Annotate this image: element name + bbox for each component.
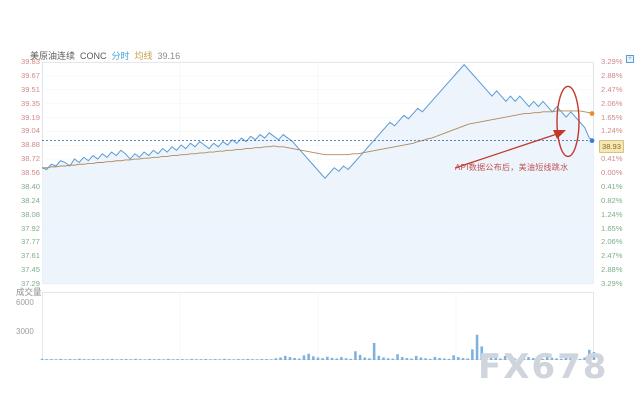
- right-axis: 3.29% 2.88% 2.47% 2.06% 1.65% 1.24% 0.82% 0.41%…: [598, 0, 640, 400]
- left-axis-tick: 37.92: [20, 223, 40, 233]
- instrument-name: 美原油连续: [30, 51, 76, 61]
- left-axis-tick: 37.29: [20, 279, 40, 288]
- left-axis: 39.83 39.67 39.51 39.35 39.19 39.04 38.88 38.72…: [0, 0, 40, 400]
- volume-axis-tick: 6000: [16, 297, 34, 307]
- right-axis-tick: 3.29%: [601, 279, 623, 288]
- left-axis-tick: 38.40: [20, 181, 40, 191]
- expand-icon[interactable]: +: [626, 55, 634, 63]
- left-axis-tick: 37.45: [20, 265, 40, 275]
- right-axis-tick: 3.29%: [601, 57, 623, 66]
- right-axis-tick: 0.41%: [601, 154, 623, 164]
- left-axis-tick: 38.72: [20, 154, 40, 164]
- mode-label[interactable]: 分时: [111, 51, 130, 61]
- right-axis-tick: 2.47%: [601, 84, 623, 94]
- left-axis-tick: 38.56: [20, 168, 40, 177]
- right-axis-tick: 1.65%: [601, 112, 623, 122]
- right-axis-tick: 2.47%: [601, 251, 623, 261]
- instrument-code: CONC: [80, 51, 107, 61]
- last-price: 39.16: [157, 51, 181, 61]
- right-axis-tick: 2.88%: [601, 70, 623, 80]
- right-axis-tick: 1.65%: [601, 223, 623, 233]
- right-axis-tick: 0.41%: [601, 181, 623, 191]
- right-axis-tick: 1.24%: [601, 126, 623, 136]
- watermark: FX678: [478, 347, 609, 387]
- left-axis-tick: 39.83: [20, 57, 40, 66]
- volume-title: 成交量: [16, 287, 42, 297]
- left-axis-tick: 37.77: [20, 237, 40, 247]
- left-axis-tick: 39.67: [20, 70, 40, 80]
- left-axis-tick: 39.51: [20, 84, 40, 94]
- right-axis-tick: 2.88%: [601, 265, 623, 275]
- left-axis-tick: 39.19: [20, 112, 40, 122]
- ma-label[interactable]: 均线: [134, 51, 153, 61]
- left-axis-tick: 38.88: [20, 140, 40, 150]
- left-axis-tick: 38.24: [20, 195, 40, 205]
- price-plot-area: [42, 62, 594, 284]
- right-axis-tick: 0.00%: [601, 168, 623, 177]
- event-annotation: API数据公布后，美油短线跳水: [455, 163, 569, 172]
- current-price-tag: 38.93: [599, 140, 625, 153]
- left-axis-tick: 37.61: [20, 251, 40, 261]
- right-axis-tick: 2.06%: [601, 98, 623, 108]
- left-axis-tick: 39.35: [20, 98, 40, 108]
- left-axis-tick: 38.08: [20, 209, 40, 219]
- right-axis-tick: 1.24%: [601, 209, 623, 219]
- left-axis-tick: 39.04: [20, 126, 40, 136]
- chart-header: 美原油连续 CONC 分时 均线 39.16: [30, 50, 180, 62]
- right-axis-tick: 0.82%: [601, 195, 623, 205]
- volume-axis-tick: 3000: [16, 326, 34, 336]
- right-axis-tick: 2.06%: [601, 237, 623, 247]
